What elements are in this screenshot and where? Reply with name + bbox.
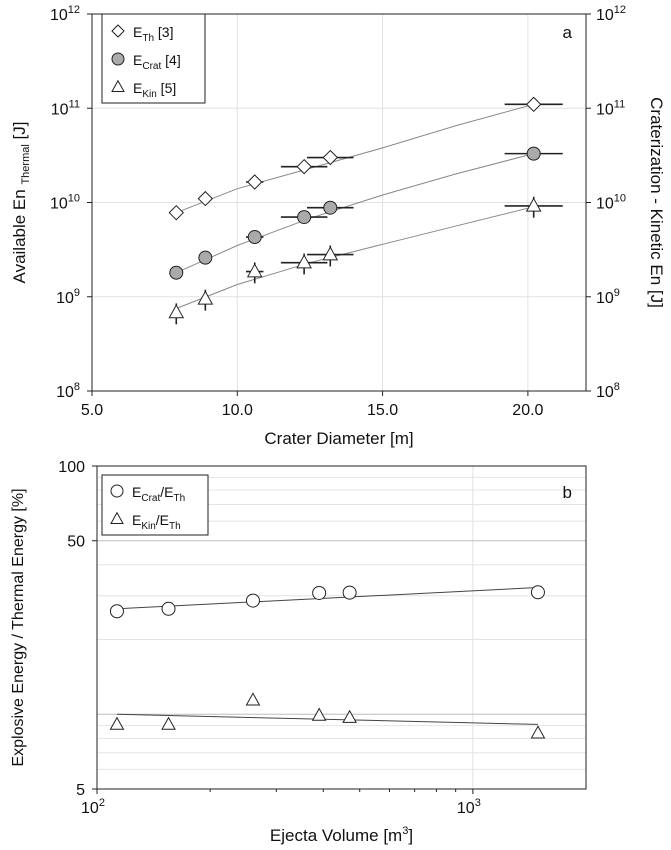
x-tick-label: 10.0: [222, 402, 253, 419]
legend-marker-crat: [111, 52, 125, 66]
point-crat: [245, 593, 260, 608]
point-kin: [296, 254, 312, 269]
point-th: [525, 96, 542, 113]
chart-a-fit-curves: [176, 103, 534, 309]
chart-b-plot-frame: [96, 465, 587, 790]
chart-b-x-axis: 102 103: [81, 789, 481, 817]
point-crat: [342, 585, 357, 600]
y-tick-label-right: 1011: [596, 98, 625, 118]
y-tick-label-right: 108: [596, 381, 620, 401]
fit-line-crat: [116, 587, 538, 610]
point-kin: [525, 197, 542, 212]
chart-b-y-axis: 5 50 100: [58, 459, 97, 799]
legend-box: [101, 474, 209, 536]
chart-b-legend: ECrat/ETh EKin/ETh: [101, 474, 209, 536]
y-tick-label-left: 1011: [51, 98, 80, 118]
point-th: [197, 190, 214, 207]
y-tick-label-left: 109: [56, 287, 80, 307]
chart-b-y-axis-title: Explosive Energy / Thermal Energy [%]: [10, 488, 27, 766]
fit-curve-crat: [176, 153, 534, 274]
y-tick-label-right: 1012: [596, 4, 626, 24]
point-crat: [526, 146, 541, 161]
point-kin: [530, 725, 546, 739]
legend-label-crat: ECrat/ETh: [132, 484, 185, 504]
point-th: [296, 158, 312, 175]
point-th: [247, 174, 263, 190]
fit-line-kin: [116, 713, 538, 725]
y-tick-label: 5: [76, 782, 85, 799]
point-crat: [109, 604, 124, 619]
point-kin: [161, 716, 176, 730]
point-crat: [297, 210, 312, 225]
legend-marker-th: [111, 24, 125, 38]
point-kin: [197, 290, 214, 305]
point-th: [322, 149, 338, 166]
y-tick-label-left: 1010: [50, 193, 80, 213]
point-crat: [247, 230, 262, 245]
x-tick-label: 103: [457, 797, 481, 817]
point-kin: [322, 246, 339, 261]
point-kin: [246, 263, 263, 278]
x-tick-label: 15.0: [367, 402, 398, 419]
chart-a-x-axis-title: Crater Diameter [m]: [264, 429, 413, 448]
chart-a-right-axis-title: Craterization - Kinetic En [J]: [647, 97, 666, 308]
x-tick-label: 102: [81, 797, 105, 817]
point-crat: [323, 200, 338, 215]
y-tick-label: 50: [67, 534, 85, 551]
chart-a-data-marks: [168, 96, 563, 325]
point-kin: [342, 709, 357, 723]
panel-b: 102 103 5 50 100 ECrat/ETh EKin/ETh b Ejecta…: [10, 459, 587, 845]
legend-label-kin: EKin [5]: [133, 80, 176, 100]
fit-curve-th: [176, 103, 534, 214]
legend-marker-kin: [111, 79, 125, 92]
chart-a-panel-label: a: [563, 23, 573, 42]
chart-b-data-marks: [109, 585, 546, 739]
legend-label-th: ETh [3]: [133, 24, 173, 44]
point-crat: [198, 250, 213, 265]
chart-a-y-axis: 108 108 109 109 1010 1010 1011 1011 1012 1012: [50, 4, 626, 401]
panel-a: 5.0 10.0 15.0 20.0 108 108 109 109 1010 1010 1011…: [10, 4, 666, 448]
point-crat: [169, 265, 184, 280]
y-tick-label-left: 108: [56, 381, 80, 401]
chart-a-y-axis-title: Available En Thermal [J]: [10, 122, 32, 284]
legend-marker-crat: [110, 484, 124, 498]
y-tick-label: 100: [58, 459, 85, 476]
x-tick-label: 20.0: [512, 402, 543, 419]
y-tick-label-left: 1012: [50, 4, 80, 24]
chart-b-panel-label: b: [563, 483, 572, 502]
point-crat: [161, 601, 176, 616]
point-crat: [312, 585, 327, 600]
y-tick-label-right: 1010: [596, 193, 626, 213]
point-th: [168, 204, 184, 221]
legend-label-kin: EKin/ETh: [132, 512, 181, 532]
point-kin: [245, 692, 261, 706]
point-kin: [168, 304, 185, 319]
legend-label-crat: ECrat [4]: [133, 52, 181, 72]
chart-a-x-axis: 5.0 10.0 15.0 20.0: [81, 391, 544, 419]
y-tick-label-right: 109: [596, 287, 620, 307]
chart-b-fit-lines: [116, 587, 538, 725]
point-crat: [530, 585, 545, 600]
legend-marker-kin: [110, 511, 124, 524]
chart-a-legend: ETh [3] ECrat [4] EKin [5]: [101, 13, 206, 104]
fit-curve-kin: [176, 206, 534, 309]
point-kin: [311, 707, 327, 721]
x-tick-label: 5.0: [81, 402, 103, 419]
point-kin: [109, 716, 125, 730]
chart-b-x-axis-title: Ejecta Volume [m3]: [270, 825, 413, 845]
